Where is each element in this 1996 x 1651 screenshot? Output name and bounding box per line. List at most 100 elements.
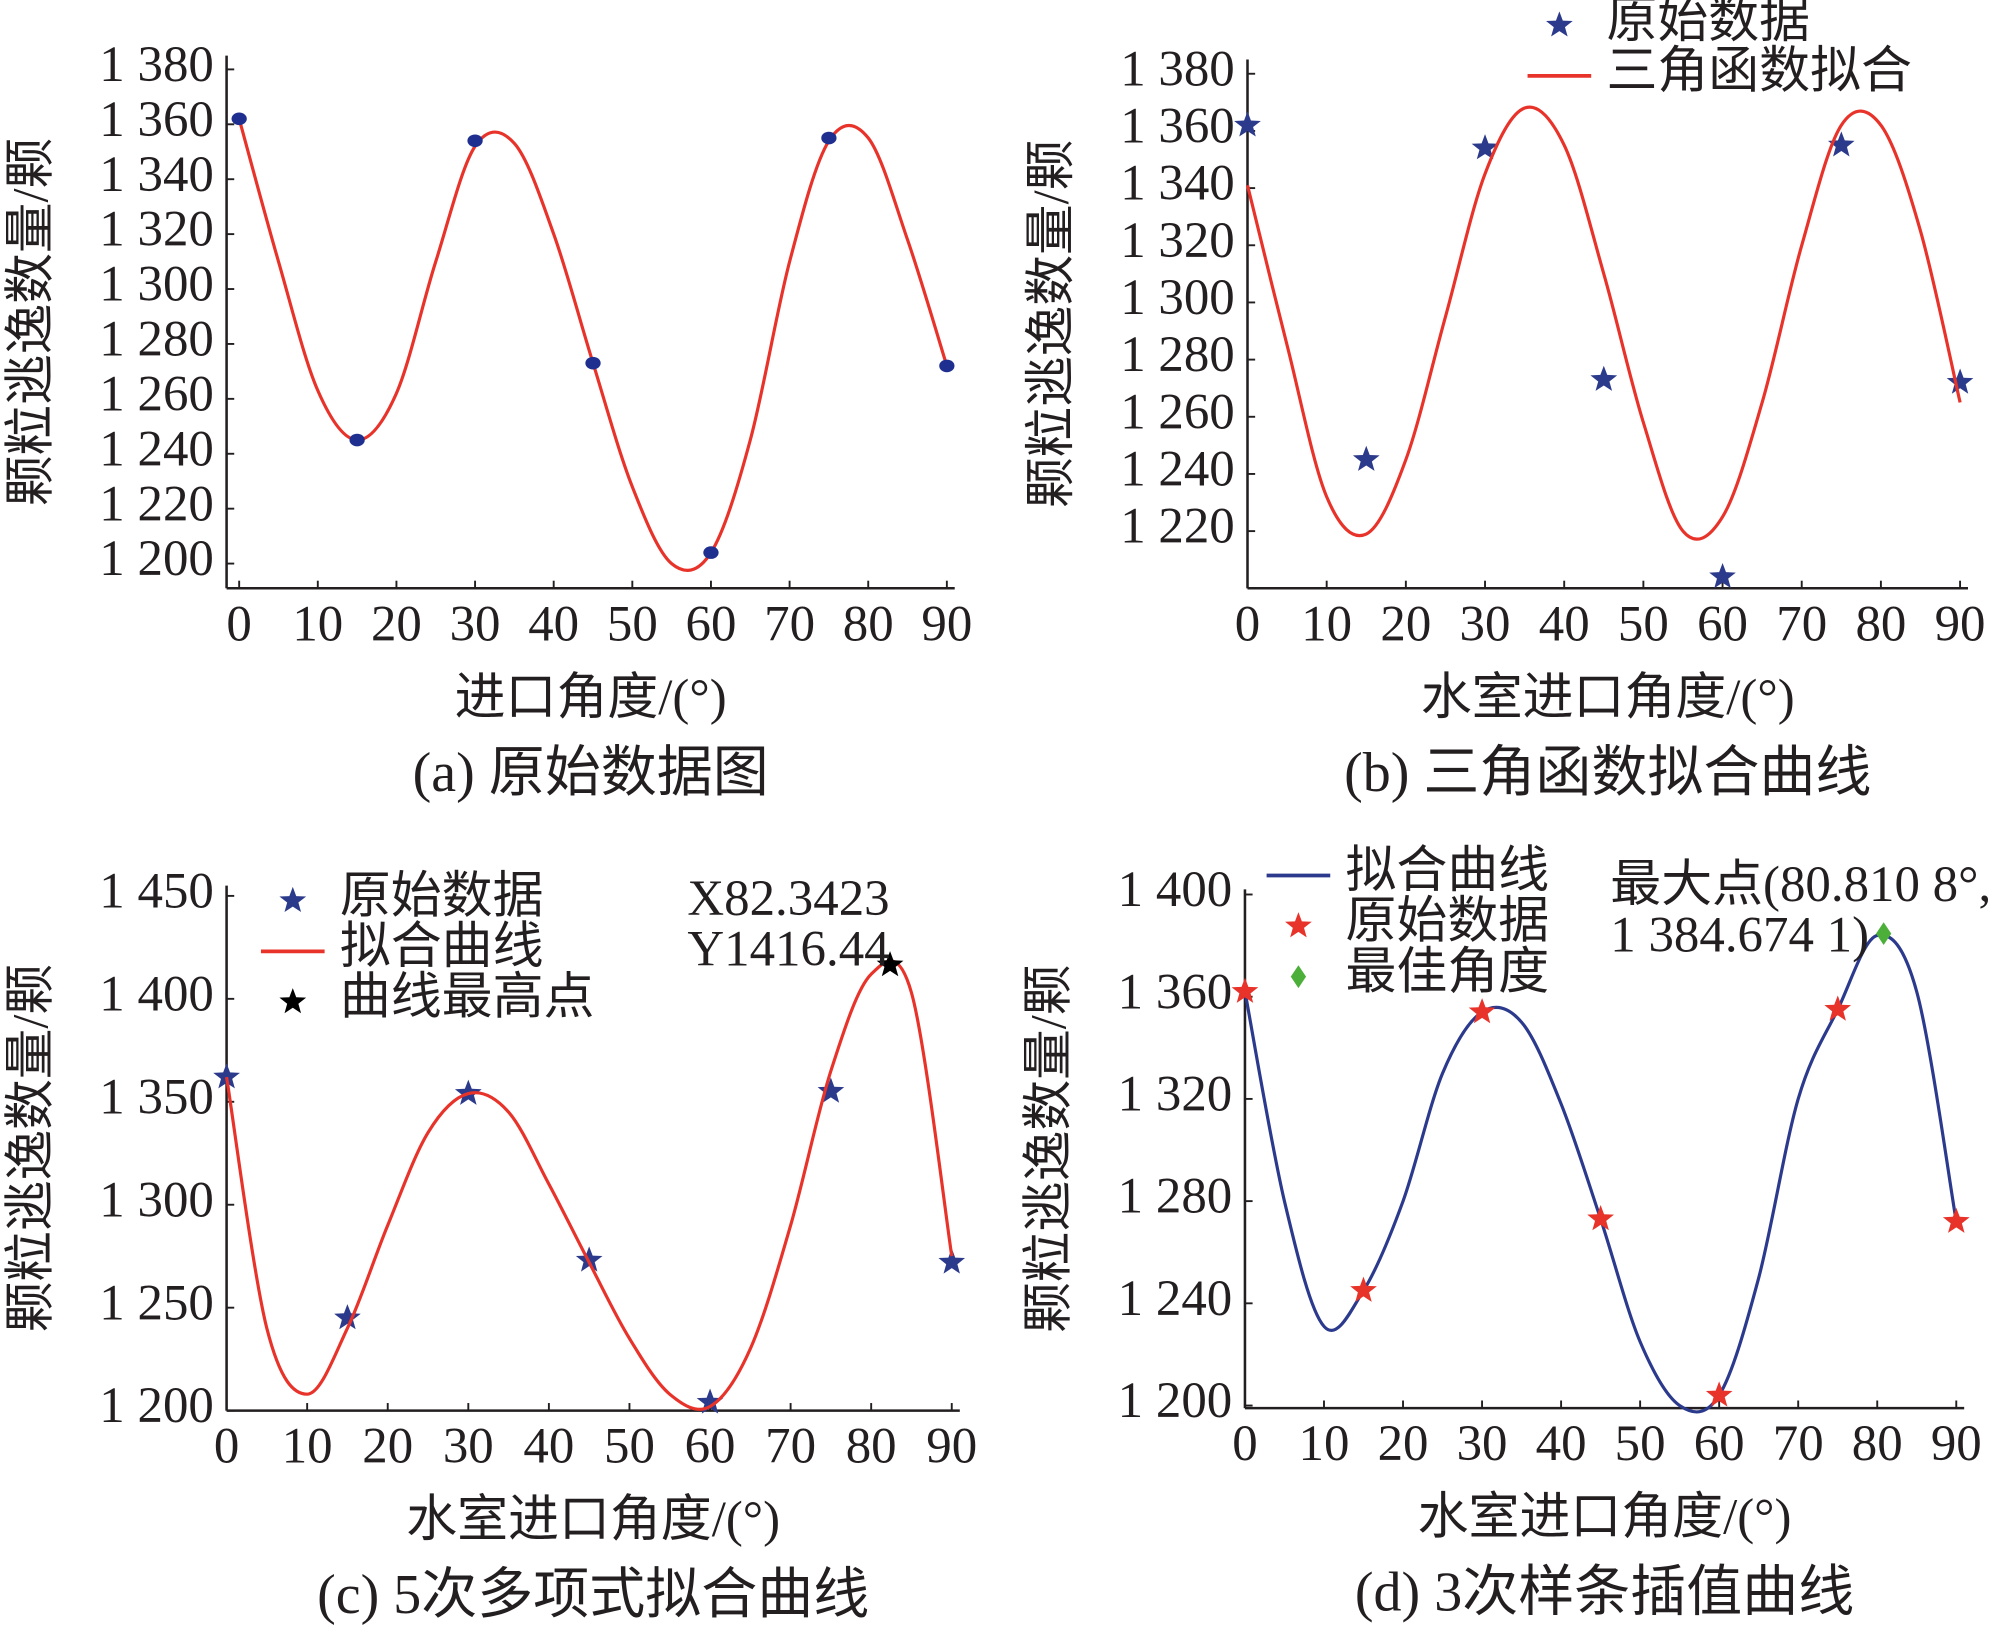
x-axis-label: 水室进口角度/(°) (406, 1491, 780, 1547)
y-tick-label: 1 280 (1120, 326, 1235, 382)
y-tick-label: 1 200 (99, 530, 214, 586)
legend-swatch (1290, 965, 1307, 989)
x-tick-label: 50 (1618, 596, 1669, 652)
legend-label: 拟合曲线 (340, 918, 544, 974)
data-point (1827, 131, 1855, 157)
data-point (876, 951, 904, 977)
y-tick-label: 1 400 (99, 966, 214, 1022)
data-point (703, 546, 719, 559)
y-tick-label: 1 240 (1118, 1270, 1233, 1326)
x-tick-label: 20 (362, 1418, 413, 1474)
x-tick-label: 90 (921, 596, 972, 652)
data-point (1705, 1381, 1733, 1407)
data-point (1231, 977, 1259, 1003)
y-tick-label: 1 360 (99, 91, 214, 147)
legend-swatch (1546, 11, 1573, 37)
annotation: 最大点(80.810 8°, (1610, 856, 1991, 912)
y-tick-label: 1 300 (99, 1171, 214, 1227)
data-point (1824, 995, 1852, 1021)
legend-swatch (1285, 912, 1312, 938)
x-tick-label: 80 (1855, 596, 1906, 652)
x-tick-label: 90 (1931, 1415, 1982, 1471)
x-tick-label: 90 (926, 1418, 977, 1474)
y-tick-label: 1 400 (1118, 861, 1233, 917)
x-tick-label: 70 (764, 596, 815, 652)
y-tick-label: 1 260 (99, 366, 214, 422)
data-point (1468, 998, 1496, 1024)
y-tick-label: 1 220 (99, 475, 214, 531)
data-point (1234, 111, 1261, 137)
annotation: Y1416.44 (687, 921, 889, 977)
data-point (696, 1388, 724, 1414)
y-tick-label: 1 380 (1120, 41, 1235, 97)
fit-curve (237, 118, 949, 572)
y-tick-label: 1 280 (1118, 1168, 1233, 1224)
data-point (1350, 1276, 1377, 1302)
data-point (231, 112, 247, 126)
data-point (1946, 368, 1974, 394)
y-tick-label: 1 360 (1120, 98, 1235, 154)
legend-label: 最佳角度 (1346, 943, 1550, 999)
y-tick-label: 1 300 (1120, 269, 1235, 325)
caption: (b) 三角函数拟合曲线 (1344, 742, 1871, 804)
y-tick-label: 1 320 (99, 201, 214, 257)
fit-curve (1243, 933, 1958, 1414)
y-tick-label: 1 300 (99, 256, 214, 312)
legend-swatch (279, 988, 307, 1014)
x-tick-label: 50 (1615, 1415, 1666, 1471)
y-tick-label: 1 350 (99, 1069, 214, 1125)
y-tick-label: 1 320 (1120, 212, 1235, 268)
data-point (585, 356, 601, 370)
x-tick-label: 60 (686, 596, 737, 652)
y-tick-label: 1 340 (99, 146, 214, 202)
y-axis-label: 颗粒逃逸数量/颗 (1021, 965, 1077, 1333)
data-point (1590, 365, 1618, 391)
x-tick-label: 60 (685, 1418, 736, 1474)
x-tick-label: 0 (226, 596, 251, 652)
annotation: X82.3423 (687, 870, 889, 926)
y-tick-label: 1 380 (99, 36, 214, 92)
x-tick-label: 20 (1378, 1415, 1429, 1471)
x-axis-label: 水室进口角度/(°) (1421, 669, 1795, 725)
data-point (213, 1063, 240, 1089)
x-tick-label: 40 (1536, 1415, 1587, 1471)
fit-curve (225, 959, 954, 1411)
y-tick-label: 1 220 (1120, 498, 1235, 554)
x-tick-label: 60 (1694, 1415, 1745, 1471)
x-tick-label: 50 (604, 1418, 655, 1474)
data-point (938, 1248, 966, 1274)
x-tick-label: 40 (528, 596, 579, 652)
data-point (334, 1304, 361, 1330)
x-tick-label: 40 (1539, 596, 1590, 652)
caption: (a) 原始数据图 (413, 742, 769, 804)
data-point (1587, 1205, 1614, 1231)
x-tick-label: 10 (1299, 1415, 1350, 1471)
x-tick-label: 10 (292, 596, 343, 652)
fit-curve (1245, 105, 1962, 541)
data-point (1352, 445, 1380, 471)
caption: (d) 3次样条插值曲线 (1355, 1562, 1854, 1624)
y-tick-label: 1 240 (99, 421, 214, 477)
x-tick-label: 20 (371, 596, 422, 652)
x-tick-label: 30 (443, 1418, 494, 1474)
x-tick-label: 70 (1773, 1415, 1824, 1471)
caption: (c) 5次多项式拟合曲线 (317, 1564, 869, 1626)
legend-label: 三角函数拟合 (1606, 43, 1911, 99)
x-tick-label: 0 (214, 1418, 239, 1474)
y-tick-label: 1 200 (1118, 1372, 1233, 1428)
x-tick-label: 40 (523, 1418, 574, 1474)
x-tick-label: 60 (1697, 596, 1748, 652)
data-point (1709, 562, 1736, 589)
x-axis-label: 进口角度/(°) (455, 669, 727, 725)
data-point (1471, 134, 1499, 160)
data-point (575, 1246, 603, 1272)
y-tick-label: 1 320 (1118, 1066, 1233, 1122)
y-tick-label: 1 360 (1118, 963, 1233, 1019)
x-tick-label: 70 (765, 1418, 816, 1474)
y-axis-label: 颗粒逃逸数量/颗 (2, 964, 58, 1332)
y-tick-label: 1 340 (1120, 155, 1235, 211)
legend-label: 原始数据 (1346, 893, 1550, 949)
x-tick-label: 10 (282, 1418, 333, 1474)
x-tick-label: 90 (1935, 596, 1986, 652)
